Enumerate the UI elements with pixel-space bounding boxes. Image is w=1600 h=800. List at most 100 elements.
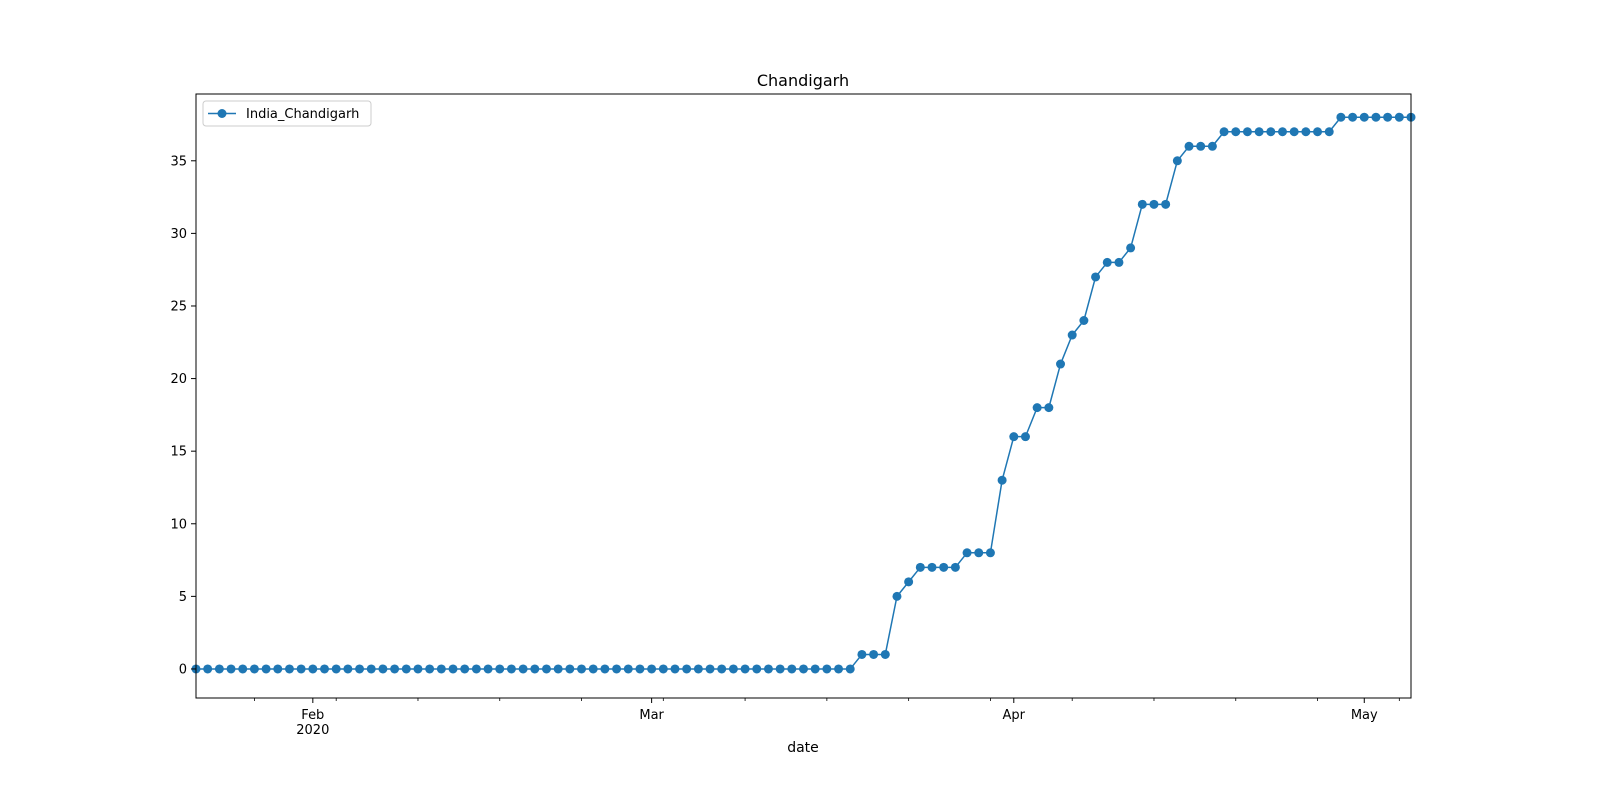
data-point bbox=[1032, 403, 1042, 413]
y-tick-label: 5 bbox=[179, 590, 187, 605]
data-point bbox=[518, 664, 528, 674]
data-point bbox=[506, 664, 516, 674]
data-point bbox=[1383, 112, 1393, 122]
data-point bbox=[214, 664, 224, 674]
data-point bbox=[822, 664, 832, 674]
y-tick-label: 35 bbox=[170, 154, 187, 169]
data-point bbox=[1231, 127, 1241, 137]
data-point bbox=[892, 591, 902, 601]
y-tick-label: 10 bbox=[170, 517, 187, 532]
data-point bbox=[869, 649, 879, 659]
legend: India_Chandigarh bbox=[202, 100, 372, 127]
data-point bbox=[541, 664, 551, 674]
y-tick-label: 20 bbox=[170, 372, 187, 387]
data-point bbox=[553, 664, 563, 674]
data-point bbox=[845, 664, 855, 674]
data-point bbox=[985, 548, 995, 558]
y-tick-label: 0 bbox=[179, 662, 187, 677]
data-point bbox=[1137, 199, 1147, 209]
data-point bbox=[927, 562, 937, 572]
data-point bbox=[1336, 112, 1346, 122]
data-point bbox=[939, 562, 949, 572]
data-point bbox=[612, 664, 622, 674]
data-point bbox=[1348, 112, 1358, 122]
x-tick-label: May bbox=[1351, 708, 1378, 723]
data-point bbox=[320, 664, 330, 674]
data-point bbox=[763, 664, 773, 674]
data-point bbox=[974, 548, 984, 558]
legend-box bbox=[202, 100, 372, 127]
data-point bbox=[1149, 199, 1159, 209]
data-point bbox=[1009, 432, 1019, 442]
data-point bbox=[366, 664, 376, 674]
data-point bbox=[1254, 127, 1264, 137]
data-point bbox=[740, 664, 750, 674]
data-point bbox=[775, 664, 785, 674]
data-point bbox=[1126, 243, 1136, 253]
data-point bbox=[238, 664, 248, 674]
data-point bbox=[1114, 257, 1124, 267]
y-tick-label: 30 bbox=[170, 227, 187, 242]
data-point bbox=[483, 664, 493, 674]
data-point bbox=[997, 475, 1007, 485]
data-point bbox=[904, 577, 914, 587]
data-point bbox=[343, 664, 353, 674]
data-point bbox=[752, 664, 762, 674]
data-point bbox=[799, 664, 808, 674]
data-point bbox=[1277, 127, 1287, 137]
data-point bbox=[226, 664, 236, 674]
data-point bbox=[810, 664, 820, 674]
data-point bbox=[261, 664, 271, 674]
data-point bbox=[577, 664, 587, 674]
data-point bbox=[460, 664, 470, 674]
data-point bbox=[728, 664, 738, 674]
x-tick-label: Mar bbox=[639, 708, 664, 723]
data-point bbox=[355, 664, 365, 674]
data-point bbox=[682, 664, 692, 674]
x-tick-sublabel: 2020 bbox=[296, 723, 329, 738]
x-tick-label: Apr bbox=[1003, 708, 1026, 723]
data-point bbox=[1219, 127, 1229, 137]
data-point bbox=[565, 664, 575, 674]
data-point bbox=[296, 664, 306, 674]
data-point bbox=[705, 664, 715, 674]
data-point bbox=[950, 562, 960, 572]
data-point bbox=[1172, 156, 1182, 166]
data-point bbox=[1359, 112, 1369, 122]
y-tick-label: 15 bbox=[170, 445, 187, 460]
data-point bbox=[1324, 127, 1334, 137]
data-point bbox=[588, 664, 598, 674]
data-point bbox=[1394, 112, 1404, 122]
data-point bbox=[1079, 316, 1089, 325]
data-point bbox=[530, 664, 540, 674]
data-point bbox=[308, 664, 318, 674]
data-point bbox=[495, 664, 505, 674]
data-point bbox=[249, 664, 259, 674]
data-point bbox=[1196, 141, 1206, 151]
chart-title: Chandigarh bbox=[757, 71, 849, 90]
data-point bbox=[1301, 127, 1311, 137]
x-axis-title: date bbox=[787, 740, 819, 756]
data-point bbox=[1266, 127, 1276, 137]
data-point bbox=[1056, 359, 1066, 369]
data-point bbox=[717, 664, 727, 674]
data-point bbox=[1184, 141, 1194, 151]
data-point bbox=[331, 664, 341, 674]
data-point bbox=[448, 664, 458, 674]
data-point bbox=[658, 664, 668, 674]
data-point bbox=[1044, 403, 1054, 413]
data-point bbox=[1371, 112, 1381, 122]
data-point bbox=[915, 562, 925, 572]
data-point bbox=[1091, 272, 1101, 282]
data-point bbox=[273, 664, 283, 674]
data-point bbox=[1207, 141, 1217, 151]
data-point bbox=[413, 664, 423, 674]
data-point bbox=[962, 548, 972, 558]
data-point bbox=[600, 664, 610, 674]
data-point bbox=[880, 649, 890, 659]
data-point bbox=[390, 664, 400, 674]
data-point bbox=[635, 664, 645, 674]
data-point bbox=[1020, 432, 1030, 442]
